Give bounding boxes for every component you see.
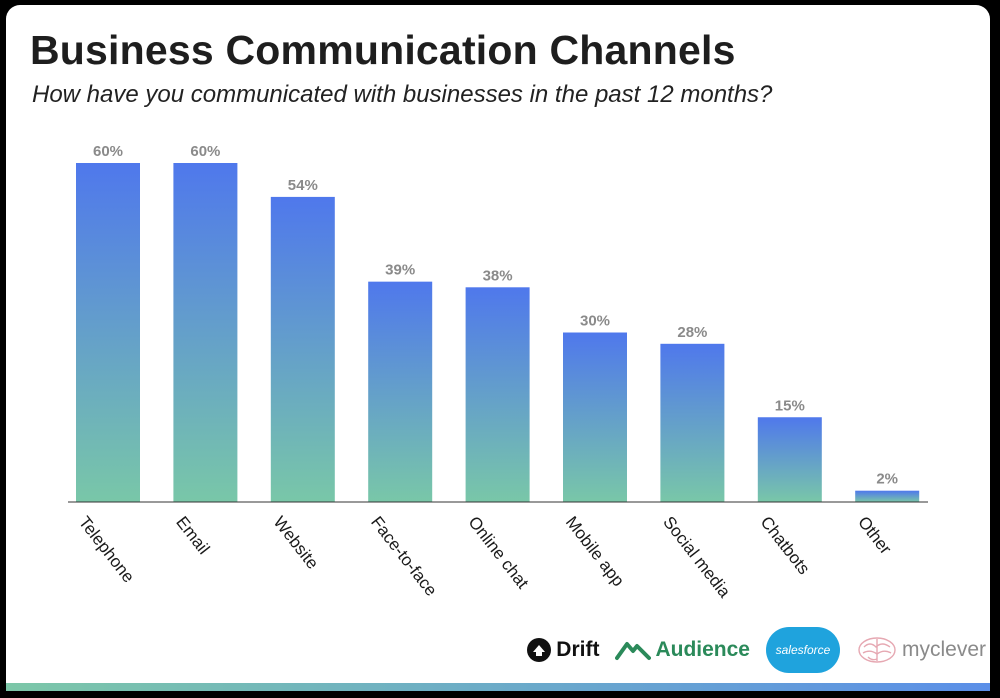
chart-title: Business Communication Channels <box>30 27 736 73</box>
chart-subtitle: How have you communicated with businesse… <box>32 81 773 108</box>
bar-website <box>270 196 335 502</box>
value-label: 30% <box>580 313 610 330</box>
value-label: 15% <box>775 397 805 414</box>
drift-icon <box>527 638 552 662</box>
bar-email <box>173 163 238 502</box>
salesforce-logo-text: salesforce <box>775 643 831 657</box>
salesforce-logo: salesforce <box>765 627 840 673</box>
myclever-logo-text: myclever <box>901 638 986 661</box>
value-label: 39% <box>385 262 415 279</box>
category-label: Chatbots <box>757 513 814 578</box>
brain-icon <box>858 637 896 663</box>
bar-telephone <box>76 163 140 502</box>
category-label: Other <box>854 513 895 558</box>
myclever-logo: myclever <box>856 635 986 665</box>
logo-strip: Drift Audience salesforce <box>526 627 986 673</box>
bar-chatbots <box>757 417 822 502</box>
category-label: Mobile app <box>562 513 628 590</box>
salesforce-cloud-icon: salesforce <box>765 627 840 673</box>
category-label: Website <box>270 513 323 573</box>
value-label: 38% <box>483 267 513 284</box>
value-label: 60% <box>93 143 123 160</box>
bar-online-chat <box>465 287 530 502</box>
bar-chart: 60% Telephone 60% Email 54% Website 39% Face-to… <box>68 143 928 602</box>
value-label: 2% <box>876 471 898 488</box>
chart-card: Business Communication Channels How have… <box>6 5 990 691</box>
audience-icon <box>615 642 652 660</box>
drift-logo-text: Drift <box>556 638 600 661</box>
audience-logo-text: Audience <box>655 638 750 661</box>
audience-logo: Audience <box>615 638 750 662</box>
bottom-accent-strip <box>6 683 990 691</box>
value-label: 54% <box>288 177 318 194</box>
category-label: Social media <box>659 513 734 602</box>
bar-mobile-app <box>563 332 627 502</box>
bar-series: 60% Telephone 60% Email 54% Website 39% Face-to… <box>75 143 920 602</box>
category-label: Email <box>172 513 213 558</box>
category-label: Online chat <box>464 513 532 593</box>
bar-face-to-face <box>368 281 433 502</box>
category-label: Face-to-face <box>367 513 441 600</box>
value-label: 60% <box>190 143 220 160</box>
value-label: 28% <box>677 324 707 341</box>
category-label: Telephone <box>75 513 138 587</box>
drift-logo: Drift <box>526 637 599 663</box>
bar-other <box>855 490 920 502</box>
bar-social-media <box>660 343 725 502</box>
